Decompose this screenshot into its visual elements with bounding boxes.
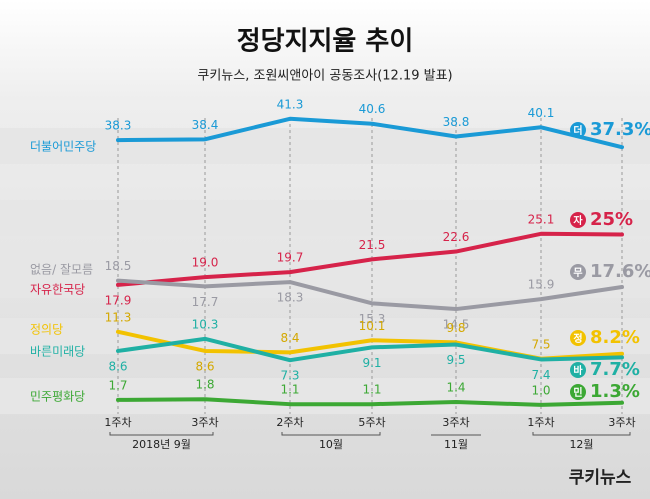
value-label: 38.3 [105, 119, 132, 133]
value-label: 7.5 [531, 337, 550, 351]
value-label: 10.3 [192, 317, 219, 331]
value-label: 8.6 [195, 359, 214, 373]
badge [570, 384, 586, 400]
chart-title: 정당지지율 추이 [237, 27, 414, 57]
value-label: 17.9 [105, 293, 132, 307]
value-label: 21.5 [359, 238, 386, 252]
badge-text: 정 [573, 332, 582, 345]
value-label: 9.1 [362, 356, 381, 370]
x-tick-label: 1주차 [104, 416, 131, 429]
badge [570, 122, 586, 138]
value-label: 40.1 [528, 106, 555, 120]
x-tick-label: 5주차 [358, 416, 385, 429]
last-value-label: 8.2% [590, 327, 640, 348]
series-name: 더불어민주당 [30, 140, 96, 154]
series-line [116, 231, 624, 287]
month-label: 12월 [569, 438, 593, 451]
badge-text: 자 [573, 214, 583, 227]
value-label: 9.5 [446, 353, 465, 367]
value-label: 11.3 [105, 310, 132, 324]
series-name: 없음/ 잘모름 [30, 263, 93, 277]
badge [570, 212, 586, 228]
logo: 쿠키뉴스 [569, 468, 632, 488]
series-line [116, 397, 624, 407]
series-line [116, 278, 624, 312]
value-label: 19.0 [192, 256, 219, 270]
month-bracket [109, 432, 214, 436]
value-label: 17.7 [192, 295, 219, 309]
value-label: 7.4 [531, 368, 550, 382]
x-tick-label: 2주차 [276, 416, 303, 429]
value-label: 7.3 [280, 369, 299, 383]
series-name: 민주평화당 [30, 390, 85, 404]
value-label: 1.1 [362, 383, 381, 397]
last-value-label: 17.6% [590, 261, 650, 282]
last-value-label: 1.3% [590, 381, 640, 402]
value-label: 10.1 [359, 319, 386, 333]
value-label: 1.4 [446, 381, 465, 395]
value-label: 1.7 [108, 378, 127, 392]
value-label: 38.4 [192, 118, 219, 132]
last-value-label: 37.3% [590, 119, 650, 140]
value-label: 40.6 [359, 102, 386, 116]
value-label: 41.3 [277, 97, 304, 111]
value-label: 15.3 [359, 312, 386, 326]
month-label: 10월 [319, 438, 343, 451]
value-label: 14.5 [443, 318, 470, 332]
value-label: 9.8 [446, 321, 465, 335]
subtitle: 쿠키뉴스, 조원씨앤아이 공동조사(12.19 발표) [197, 69, 452, 84]
badge [570, 330, 586, 346]
value-label: 8.4 [280, 331, 299, 345]
x-tick-label: 1주차 [527, 416, 554, 429]
month-label: 11월 [444, 438, 468, 451]
badge-text: 민 [573, 386, 582, 399]
value-label: 19.7 [277, 251, 304, 265]
series-name: 정의당 [30, 323, 63, 337]
month-bracket [281, 432, 381, 436]
value-label: 1.8 [195, 378, 214, 392]
month-label: 2018년 9월 [132, 438, 191, 451]
badge [570, 362, 586, 378]
value-label: 25.1 [528, 212, 555, 226]
last-value-label: 7.7% [590, 359, 640, 380]
series-name: 자유한국당 [30, 283, 85, 297]
badge-text: 더 [573, 124, 582, 137]
x-tick-label: 3주차 [608, 416, 635, 429]
last-value-label: 25% [590, 209, 633, 230]
value-label: 22.6 [443, 230, 470, 244]
month-bracket [532, 432, 631, 436]
value-label: 18.5 [105, 259, 132, 273]
x-tick-label: 3주차 [191, 416, 218, 429]
value-label: 38.8 [443, 115, 470, 129]
series-line [116, 336, 624, 363]
badge-text: 바 [573, 364, 583, 377]
value-label: 1.1 [280, 383, 299, 397]
badge [570, 264, 586, 280]
value-label: 18.3 [277, 291, 304, 305]
value-label: 8.6 [108, 359, 127, 373]
badge-text: 무 [573, 267, 582, 279]
value-label: 15.9 [528, 278, 555, 292]
series-name: 바른미래당 [30, 345, 85, 359]
series-line [116, 116, 624, 150]
value-label: 1.0 [531, 383, 550, 397]
x-tick-label: 3주차 [442, 416, 469, 429]
